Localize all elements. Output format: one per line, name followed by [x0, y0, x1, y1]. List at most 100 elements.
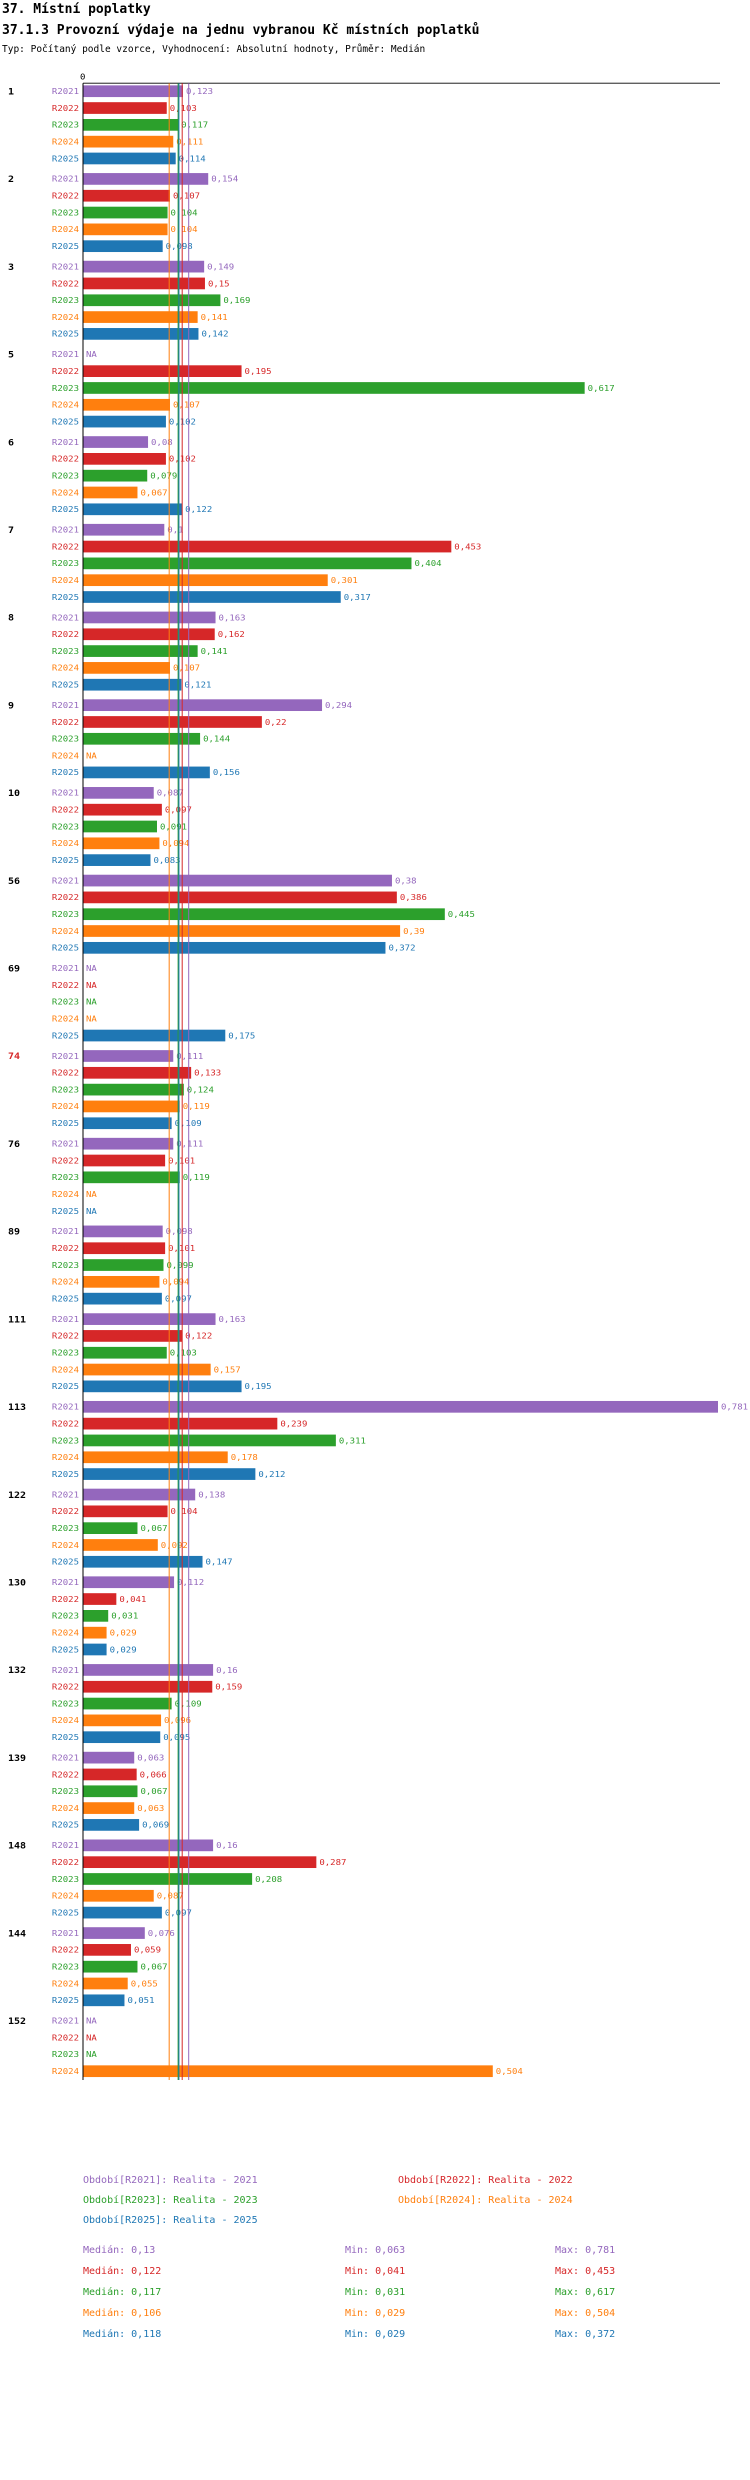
bar — [83, 260, 205, 273]
series-label: R2024 — [52, 2067, 79, 2076]
bar — [83, 453, 166, 465]
bar — [83, 152, 176, 165]
bar — [83, 1066, 192, 1079]
series-label: R2022 — [52, 2033, 79, 2042]
bar — [83, 1522, 138, 1534]
bar — [83, 766, 210, 779]
series-label: R2021 — [52, 1315, 79, 1324]
value-label: 0,15 — [208, 279, 230, 288]
group-label: 2 — [8, 175, 14, 185]
bar — [83, 294, 221, 307]
bar — [83, 1819, 140, 1831]
series-label: R2024 — [52, 1102, 79, 1111]
value-label: 0,107 — [173, 191, 200, 200]
series-label: R2025 — [52, 1382, 79, 1391]
series-label: R2024 — [52, 1365, 79, 1374]
series-label: R2024 — [52, 576, 79, 585]
bar — [83, 732, 201, 745]
series-label: R2024 — [52, 1979, 79, 1988]
bar — [83, 1906, 162, 1919]
series-label: R2024 — [52, 1716, 79, 1725]
series-label: R2023 — [52, 471, 79, 480]
na-label: NA — [86, 1014, 97, 1023]
group-label: 10 — [8, 789, 20, 799]
bar — [83, 908, 445, 921]
series-label: R2025 — [52, 1119, 79, 1128]
bar — [83, 678, 182, 691]
bar — [83, 2065, 493, 2078]
bar — [83, 1330, 183, 1342]
series-label: R2023 — [52, 1962, 79, 1971]
bar — [83, 1505, 168, 1518]
value-label: 0,195 — [245, 1382, 272, 1391]
value-label: 0,162 — [218, 630, 245, 639]
value-label: 0,079 — [150, 471, 177, 480]
value-label: 0,094 — [162, 1277, 189, 1286]
bar — [83, 854, 151, 866]
value-label: 0,121 — [184, 680, 211, 689]
value-label: 0,104 — [171, 1507, 198, 1516]
bar — [83, 925, 401, 937]
series-label: R2025 — [52, 1469, 79, 1478]
bar — [83, 436, 149, 448]
value-label: 0,142 — [201, 329, 228, 338]
bar — [83, 1137, 174, 1150]
group-label: 69 — [8, 964, 20, 974]
value-label: 0,063 — [137, 1753, 164, 1762]
series-label: R2021 — [52, 1928, 79, 1937]
bar — [83, 699, 323, 712]
value-label: 0,087 — [157, 788, 184, 797]
bar — [83, 118, 179, 131]
value-label: 0,103 — [170, 1348, 197, 1357]
series-label: R2022 — [52, 1068, 79, 1077]
value-label: 0,111 — [176, 137, 203, 146]
stat-min: Min: 0,029 — [345, 2329, 406, 2340]
group-label: 152 — [8, 2017, 26, 2027]
series-label: R2025 — [52, 329, 79, 338]
value-label: 0,386 — [400, 893, 427, 902]
na-label: NA — [86, 964, 97, 973]
bar — [83, 240, 163, 253]
stat-max: Max: 0,372 — [555, 2329, 616, 2340]
stat-median: Medián: 0,117 — [83, 2287, 162, 2298]
series-label: R2024 — [52, 1453, 79, 1462]
value-label: 0,504 — [496, 2067, 523, 2076]
bar — [83, 716, 262, 728]
bar — [83, 1555, 203, 1568]
value-label: 0,124 — [187, 1085, 214, 1094]
series-label: R2024 — [52, 137, 79, 146]
series-label: R2021 — [52, 1490, 79, 1499]
value-label: 0,453 — [454, 542, 481, 551]
bar — [83, 1994, 125, 2007]
bar — [83, 1292, 162, 1305]
series-label: R2024 — [52, 225, 79, 234]
series-label: R2021 — [52, 788, 79, 797]
value-label: 0,029 — [110, 1628, 137, 1637]
series-label: R2025 — [52, 1733, 79, 1742]
value-label: 0,156 — [213, 768, 240, 777]
value-label: 0,109 — [175, 1119, 202, 1128]
value-label: 0,617 — [588, 383, 615, 392]
series-label: R2024 — [52, 1014, 79, 1023]
value-label: 0,317 — [344, 592, 371, 601]
group-label: 113 — [8, 1403, 26, 1413]
series-label: R2024 — [52, 663, 79, 672]
group-label: 139 — [8, 1753, 26, 1763]
series-label: R2023 — [52, 734, 79, 743]
bar — [83, 820, 157, 833]
group-label: 76 — [8, 1140, 20, 1150]
value-label: 0,159 — [215, 1682, 242, 1691]
series-label: R2023 — [52, 120, 79, 129]
series-label: R2024 — [52, 1891, 79, 1900]
series-label: R2025 — [52, 1908, 79, 1917]
bar — [83, 1259, 164, 1271]
value-label: 0,029 — [110, 1645, 137, 1654]
series-label: R2022 — [52, 1507, 79, 1516]
series-label: R2022 — [52, 805, 79, 814]
stat-min: Min: 0,063 — [345, 2245, 406, 2256]
series-label: R2021 — [52, 1665, 79, 1674]
series-label: R2025 — [52, 943, 79, 952]
value-label: 0,041 — [119, 1594, 146, 1603]
series-label: R2023 — [52, 1173, 79, 1182]
bar — [83, 557, 412, 570]
